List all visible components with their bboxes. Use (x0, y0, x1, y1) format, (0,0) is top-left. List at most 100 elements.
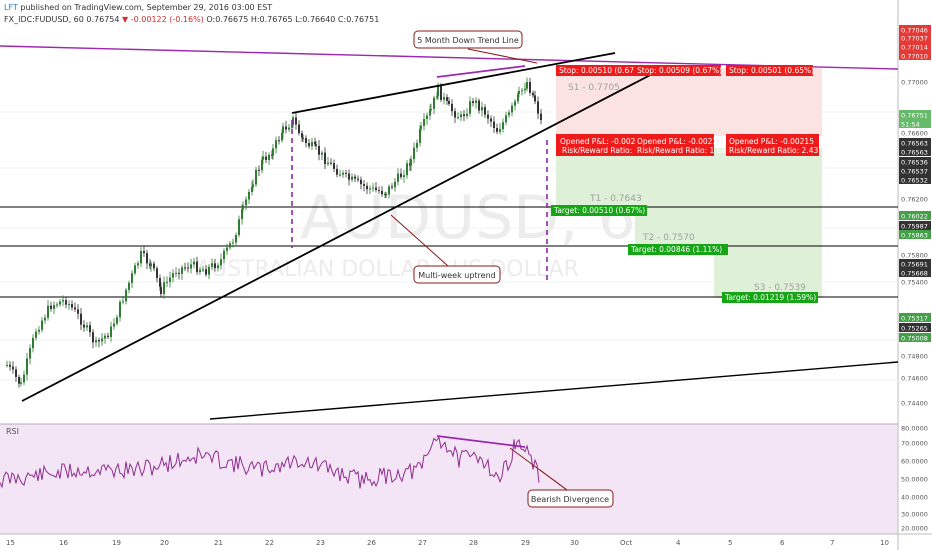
price-axis-tag-bg (899, 166, 931, 175)
time-axis[interactable]: 15 16 19 20 21 22 23 26 27 28 29 30 Oct 4 5 6 7 10 (6, 539, 889, 547)
watermark-name: AUSTRALIAN DOLLAR / US DOLLAR (196, 257, 579, 282)
rsi-axis-label: 50.0000 (901, 476, 928, 484)
candle-body (469, 101, 471, 114)
symbol-label[interactable]: FX_IDC:FUDUSD, 60 (4, 15, 84, 24)
candle-body (187, 267, 189, 269)
candle-body (413, 147, 415, 160)
long-term-support-line[interactable] (209, 361, 899, 420)
price-axis-label: 0.76563 (901, 149, 928, 157)
callout-divergence[interactable]: Bearish Divergence (509, 447, 614, 508)
rsi-divergence-line[interactable] (436, 435, 526, 448)
candle-body (397, 173, 399, 182)
candle-body (330, 162, 332, 164)
candle-body (420, 125, 422, 129)
candle-body (163, 282, 165, 295)
candle-body (223, 250, 225, 260)
price-axis-label: 0.75691 (901, 261, 928, 269)
time-axis-label: 20 (160, 539, 169, 547)
candle-body (381, 190, 383, 195)
price-axis-label: 0.76536 (901, 159, 928, 167)
candle-body (95, 340, 97, 343)
rsi-line (0, 436, 540, 489)
trade-2-rr: Risk/Reward Ratio: 1.66 (637, 146, 726, 155)
candle-body (534, 95, 536, 102)
price-axis-label: 0.76600 (901, 130, 928, 138)
trade-1-labels[interactable]: Stop: 0.00510 (0.67 S1 - 0.7705 Opened P… (551, 65, 647, 216)
candle-body (351, 176, 353, 180)
price-axis-label: 0.76751 (901, 112, 928, 120)
price-axis-tag-bg (899, 313, 931, 322)
candle-body (268, 154, 270, 160)
candle-body (178, 272, 180, 274)
candle-body (235, 235, 237, 243)
candle-body (484, 107, 486, 115)
candle-body (429, 109, 431, 116)
candle-body (472, 101, 474, 103)
candle-body (143, 251, 145, 254)
candle-body (134, 265, 136, 274)
candle-body (400, 173, 402, 178)
trade-2-labels[interactable]: Stop: 0.00509 (0.67%) Opened P&L: -0.002… (628, 65, 728, 255)
candle-body (202, 269, 204, 271)
brand-mark[interactable]: LFT (4, 3, 18, 12)
rsi-axis[interactable]: 80.0000 70.0000 60.0000 50.0000 40.0000 30.00… (901, 425, 928, 533)
time-axis-label: 7 (830, 539, 834, 547)
uptrend-support-line[interactable] (21, 69, 661, 402)
wedge-resistance-line[interactable] (291, 52, 616, 114)
candle-body (508, 112, 510, 116)
candle-body (416, 142, 418, 148)
price-axis-label: 0.75265 (901, 325, 928, 333)
candle-body (478, 100, 480, 111)
callout-uptrend[interactable]: Multi-week uptrend (390, 214, 501, 284)
candle-body (47, 305, 49, 318)
published-text: published on TradingView.com, September … (20, 3, 273, 12)
candle-body (241, 209, 243, 220)
candle-body (6, 364, 8, 366)
rsi-axis-label: 60.0000 (901, 458, 928, 466)
candle-body (436, 96, 438, 98)
trade-3-target-level: S3 - 0.7539 (754, 283, 806, 293)
candle-body (423, 119, 425, 126)
time-axis-label: 30 (570, 539, 579, 547)
rsi-pane (0, 424, 898, 534)
candle-body (446, 97, 448, 101)
time-axis-label: Oct (620, 539, 632, 547)
candle-body (131, 273, 133, 283)
trade-3-labels[interactable]: Stop: 0.00501 (0.65%) Opened P&L: -0.002… (722, 65, 819, 303)
candle-body (193, 261, 195, 265)
price-divergence-line[interactable] (436, 65, 526, 78)
candle-body (524, 88, 526, 91)
candle-body (496, 128, 498, 132)
target-zone-3 (714, 148, 822, 298)
candle-body (463, 114, 465, 117)
candle-body (437, 85, 439, 97)
candle-body (65, 300, 67, 305)
callout-trend-line[interactable]: 5 Month Down Trend Line (413, 30, 538, 64)
price-axis-label: 0.75863 (901, 232, 928, 240)
candle-body (537, 101, 539, 114)
candle-body (369, 188, 371, 190)
candle-body (285, 126, 287, 130)
candle-body (140, 251, 142, 264)
candle-body (238, 219, 240, 236)
candle-body (391, 186, 393, 188)
stop-zone-2 (635, 68, 714, 136)
candle-body (282, 126, 284, 134)
trade-1-pnl: Opened P&L: -0.002 (560, 137, 636, 146)
candle-body (80, 313, 82, 325)
chart-header: LFT published on TradingView.com, Septem… (4, 2, 379, 26)
price-axis-tag-bg (899, 230, 931, 239)
candle-body (251, 186, 253, 192)
trade-3-pnl: Opened P&L: -0.00215 (729, 137, 814, 146)
candle-body (77, 309, 79, 314)
candle-body (137, 263, 139, 266)
publish-line: LFT published on TradingView.com, Septem… (4, 2, 379, 14)
candle-body (248, 191, 250, 200)
candle-body (514, 101, 516, 106)
rsi-axis-label: 40.0000 (901, 494, 928, 502)
candle-body (156, 268, 158, 279)
price-axis-label: 0.76022 (901, 213, 928, 221)
candle-body (125, 289, 127, 302)
